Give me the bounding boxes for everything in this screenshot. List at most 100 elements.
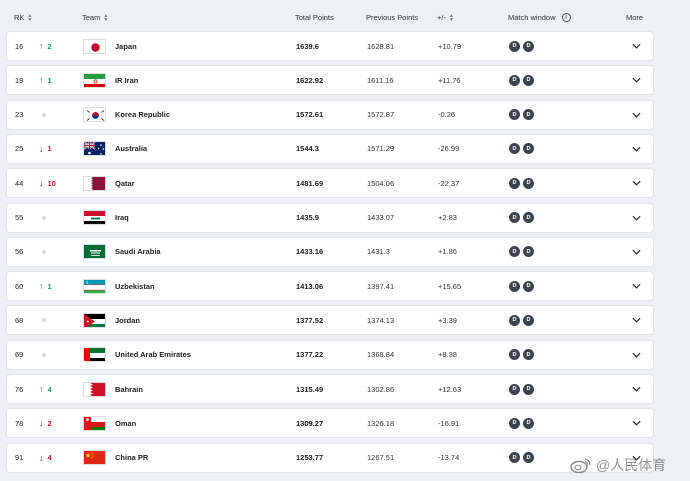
match-badge[interactable]: D (509, 314, 520, 326)
table-row[interactable]: 60 ↑ 1 Uzbekistan 1413.06 1397.41 +15.65 … (6, 271, 654, 302)
match-badge[interactable]: D (509, 177, 520, 189)
points-diff: +3.39 (438, 315, 457, 325)
sort-icon[interactable]: ▲ ▼ (27, 12, 33, 23)
expand-button[interactable] (631, 238, 641, 266)
chevron-down-icon (631, 386, 641, 392)
arrow-down-icon: ↓ (39, 178, 44, 189)
info-icon[interactable]: i (561, 13, 571, 22)
team-name[interactable]: IR Iran (115, 75, 139, 85)
table-row[interactable]: 16 ↑ 2 Japan 1639.6 1628.81 +10.79 D D (6, 31, 654, 61)
table-row[interactable]: 25 ↓ 1 Australia 1544.3 1571.29 -26.99 D … (6, 133, 654, 164)
match-badge[interactable]: D (523, 452, 534, 464)
table-row[interactable]: 19 ↑ 1 IR Iran 1622.92 1611.16 +11.76 D D (6, 65, 654, 96)
chevron-down-icon (631, 352, 641, 358)
previous-points: 1433.07 (367, 213, 395, 222)
team-name[interactable]: Oman (115, 418, 137, 428)
expand-button[interactable] (631, 169, 641, 197)
previous-points: 1504.06 (367, 178, 395, 188)
match-badge[interactable]: D (509, 280, 520, 292)
team-name[interactable]: China PR (115, 453, 149, 463)
no-change-dot-icon (42, 112, 46, 117)
rank: 91 (15, 453, 24, 463)
team-name[interactable]: Japan (115, 41, 137, 51)
flag-iran-icon (83, 72, 106, 88)
sort-icon[interactable]: ▲ ▼ (103, 12, 109, 23)
match-badge[interactable]: D (523, 74, 534, 86)
rank-movement: ↑ 2 (39, 32, 52, 60)
header-rk[interactable]: RK ▲ ▼ (14, 12, 33, 23)
match-badge[interactable]: D (523, 143, 534, 155)
table-row[interactable]: 68 Jordan 1377.52 1374.13 +3.39 D D (6, 305, 654, 336)
points-diff: +1.86 (438, 247, 457, 257)
match-badge[interactable]: D (523, 383, 534, 395)
rank: 78 (15, 418, 24, 428)
match-badge[interactable]: D (509, 452, 520, 464)
match-badge[interactable]: D (523, 314, 534, 326)
expand-button[interactable] (631, 272, 641, 300)
match-badge[interactable]: D (523, 280, 534, 292)
header-diff[interactable]: +/- ▲ ▼ (437, 12, 454, 23)
points-diff: -13.74 (438, 453, 460, 463)
rank-change: 1 (47, 75, 52, 85)
table-row[interactable]: 55 Iraq 1435.9 1433.07 +2.83 D D (6, 202, 654, 233)
match-badge[interactable]: D (509, 417, 520, 429)
table-row[interactable]: 23 Korea Republic 1572.61 1572.87 -0.26 … (6, 99, 654, 130)
arrow-down-icon: ↓ (39, 143, 44, 154)
points-diff: +12.63 (438, 384, 462, 394)
header-team[interactable]: Team ▲ ▼ (82, 12, 109, 23)
sort-icon[interactable]: ▲ ▼ (448, 12, 454, 23)
match-badge[interactable]: D (523, 246, 534, 258)
match-badge[interactable]: D (523, 109, 534, 121)
table-row[interactable]: 78 ↓ 2 Oman 1309.27 1326.18 -16.91 D D (6, 408, 654, 439)
chevron-down-icon (631, 455, 641, 461)
points-diff: +15.65 (438, 281, 462, 291)
arrow-down-icon: ↓ (39, 452, 44, 463)
expand-button[interactable] (631, 341, 641, 369)
team-name[interactable]: Australia (115, 144, 148, 154)
flag-saudi-icon (83, 244, 106, 260)
expand-button[interactable] (631, 409, 641, 437)
expand-button[interactable] (631, 204, 641, 232)
table-row[interactable]: 91 ↓ 4 China PR 1253.77 1267.51 -13.74 D … (6, 442, 654, 473)
match-badge[interactable]: D (509, 383, 520, 395)
match-badge[interactable]: D (523, 417, 534, 429)
team-name[interactable]: Bahrain (115, 384, 143, 394)
header-previous-points: Previous Points (366, 13, 419, 22)
team-name[interactable]: Iraq (115, 213, 129, 222)
expand-button[interactable] (631, 32, 641, 60)
expand-button[interactable] (631, 375, 641, 403)
match-badge[interactable]: D (509, 74, 520, 86)
match-badge[interactable]: D (523, 40, 534, 52)
team-name[interactable]: Korea Republic (115, 110, 171, 120)
team-name[interactable]: United Arab Emirates (115, 350, 191, 360)
match-badge[interactable]: D (509, 40, 520, 52)
expand-button[interactable] (631, 66, 641, 94)
expand-button[interactable] (631, 135, 641, 163)
match-badge[interactable]: D (523, 177, 534, 189)
rank-movement (39, 306, 46, 334)
chevron-down-icon (631, 43, 641, 49)
team-name[interactable]: Saudi Arabia (115, 247, 161, 257)
team-name[interactable]: Qatar (115, 178, 135, 188)
team-name[interactable]: Uzbekistan (115, 281, 155, 291)
match-badge[interactable]: D (509, 349, 520, 361)
table-row[interactable]: 76 ↑ 4 Bahrain 1315.49 1302.86 +12.63 D D (6, 374, 654, 404)
match-badge[interactable]: D (523, 349, 534, 361)
match-badge[interactable]: D (509, 143, 520, 155)
expand-button[interactable] (631, 101, 641, 129)
match-window: D D (509, 272, 534, 300)
match-window: D D (509, 32, 534, 60)
table-row[interactable]: 69 United Arab Emirates 1377.22 1368.84 … (6, 339, 654, 370)
match-badge[interactable]: D (509, 212, 520, 223)
match-badge[interactable]: D (509, 109, 520, 121)
expand-button[interactable] (631, 306, 641, 334)
expand-button[interactable] (631, 444, 641, 472)
previous-points: 1572.87 (367, 110, 395, 120)
team-name[interactable]: Jordan (115, 315, 141, 325)
match-badge[interactable]: D (509, 246, 520, 258)
flag-jordan-icon (83, 312, 106, 328)
table-row[interactable]: 56 Saudi Arabia 1433.16 1431.3 +1.86 D D (6, 236, 654, 267)
match-badge[interactable]: D (523, 212, 534, 223)
no-change-dot-icon (42, 352, 46, 357)
table-row[interactable]: 44 ↓ 10 Qatar 1481.69 1504.06 -22.37 D D (6, 168, 654, 199)
